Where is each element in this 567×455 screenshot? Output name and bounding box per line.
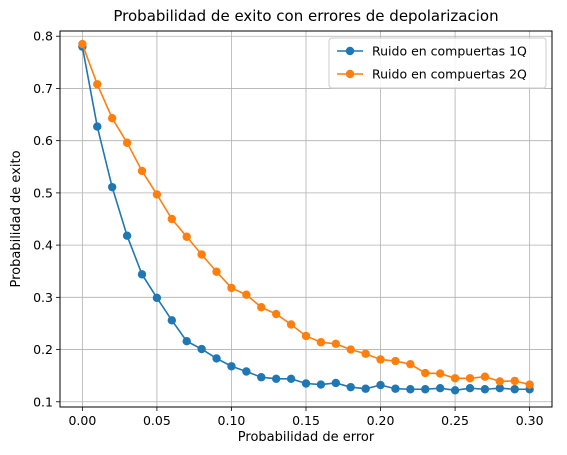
data-point-series-1 [421, 385, 430, 394]
legend-label: Ruido en compuertas 2Q [372, 67, 527, 82]
data-point-series-1 [376, 380, 385, 390]
data-point-series-2 [316, 338, 326, 347]
data-point-series-2 [137, 166, 147, 176]
data-point-series-2 [346, 345, 355, 354]
legend-marker [345, 69, 355, 79]
data-point-series-1 [271, 374, 281, 383]
data-point-series-1 [435, 384, 445, 393]
series-layer [78, 39, 534, 395]
x-tick-label: 0.15 [292, 413, 320, 428]
data-point-series-2 [197, 250, 206, 259]
data-point-series-2 [212, 267, 221, 276]
data-point-series-1 [107, 182, 117, 192]
data-point-series-2 [480, 372, 490, 381]
data-point-series-1 [361, 384, 370, 393]
data-point-series-1 [197, 344, 206, 354]
data-point-series-1 [346, 382, 355, 392]
y-axis-label: Probabilidad de exito [9, 150, 24, 287]
data-point-series-2 [271, 309, 281, 319]
y-tick-label: 0.7 [33, 81, 53, 96]
data-point-series-2 [182, 232, 191, 241]
data-point-series-2 [242, 290, 251, 299]
data-point-series-2 [167, 214, 177, 224]
data-point-series-2 [301, 331, 311, 341]
y-tick-label: 0.4 [33, 238, 53, 253]
x-tick-label: 0.00 [68, 413, 96, 428]
data-point-series-1 [391, 384, 400, 393]
x-tick-label: 0.20 [367, 413, 395, 428]
data-point-series-2 [257, 303, 266, 312]
y-tick-label: 0.2 [33, 342, 53, 357]
data-point-series-1 [212, 354, 221, 363]
data-point-series-1 [495, 384, 505, 393]
legend-marker [345, 46, 355, 56]
data-point-series-2 [122, 138, 132, 147]
data-point-series-1 [122, 231, 132, 240]
data-point-series-2 [450, 374, 460, 383]
legend-box [328, 37, 547, 89]
x-axis-label: Probabilidad de error [238, 430, 375, 445]
data-point-series-1 [257, 373, 266, 382]
data-point-series-2 [93, 80, 102, 89]
data-point-series-2 [376, 355, 385, 364]
data-point-series-2 [525, 380, 534, 389]
data-point-series-1 [450, 386, 460, 395]
ticks: 0.00 0.05 0.10 0.15 0.20 0.25 0.30 0.1 0.2 0.3 0.4… [33, 29, 543, 428]
y-tick-label: 0.8 [33, 29, 53, 44]
y-tick-label: 0.1 [33, 394, 53, 409]
data-point-series-1 [406, 385, 415, 394]
y-tick-label: 0.5 [33, 185, 53, 200]
data-point-series-1 [227, 362, 236, 371]
data-point-series-1 [242, 367, 251, 376]
data-point-series-1 [167, 316, 177, 325]
data-point-series-1 [286, 374, 296, 383]
chart-title: Probabilidad de exito con errores de dep… [113, 7, 498, 25]
data-point-series-2 [391, 356, 400, 366]
legend-label: Ruido en compuertas 1Q [372, 44, 527, 59]
data-point-series-2 [406, 359, 415, 369]
data-point-series-2 [495, 377, 505, 386]
data-point-series-2 [435, 369, 445, 378]
data-point-series-2 [421, 368, 430, 378]
y-tick-label: 0.6 [33, 133, 53, 148]
data-point-series-1 [510, 385, 519, 394]
data-point-series-1 [93, 122, 102, 131]
data-point-series-1 [480, 385, 490, 394]
y-tick-label: 0.3 [33, 290, 53, 305]
data-point-series-2 [227, 283, 236, 293]
x-tick-label: 0.05 [143, 413, 171, 428]
x-tick-label: 0.30 [516, 413, 544, 428]
data-point-series-2 [361, 349, 370, 358]
data-point-series-1 [137, 270, 147, 279]
data-point-series-2 [286, 320, 296, 329]
data-point-series-2 [152, 190, 162, 199]
data-point-series-1 [331, 378, 341, 388]
x-tick-label: 0.10 [218, 413, 246, 428]
data-point-series-1 [182, 337, 191, 346]
data-point-series-1 [316, 380, 326, 389]
data-point-series-2 [510, 376, 519, 386]
data-point-series-2 [107, 114, 117, 123]
data-point-series-2 [331, 339, 341, 349]
data-point-series-2 [78, 39, 87, 49]
legend: Ruido en compuertas 1Q Ruido en compuerta… [328, 37, 547, 89]
data-point-series-1 [465, 384, 475, 393]
x-tick-label: 0.25 [441, 413, 469, 428]
data-point-series-2 [465, 374, 475, 383]
data-point-series-1 [301, 379, 311, 388]
data-point-series-1 [152, 293, 162, 303]
